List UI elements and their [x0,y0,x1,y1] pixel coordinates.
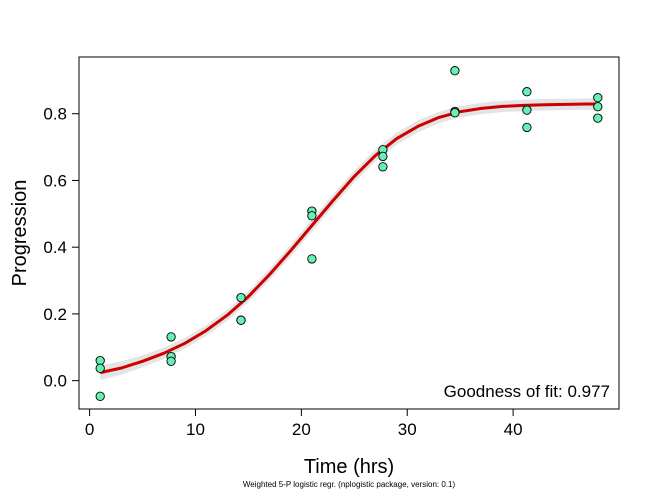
y-tick-label: 0.8 [43,105,67,124]
x-axis: 0 10 20 30 40 [85,408,523,439]
data-point [450,108,460,118]
data-point [236,292,246,303]
data-point [378,162,388,172]
footnote: Weighted 5-P logistic regr. (nplogistic … [243,480,456,489]
data-point [378,151,388,162]
goodness-of-fit-annotation: Goodness of fit: 0.977 [444,382,610,401]
data-point [95,391,105,401]
data-point [593,113,603,123]
y-tick-label: 0.6 [43,171,67,190]
data-point [593,102,603,112]
y-axis: 0.0 0.2 0.4 0.6 0.8 [43,105,80,391]
x-tick-label: 20 [292,420,311,439]
data-point [95,363,105,373]
y-tick-label: 0.4 [43,238,67,257]
x-tick-label: 40 [504,420,523,439]
data-point [95,355,105,366]
x-tick-label: 0 [85,420,94,439]
data-point [166,356,176,366]
data-point [522,87,532,97]
data-point [166,332,176,342]
data-point [522,122,532,133]
data-point [307,211,317,221]
data-points [95,66,603,401]
x-tick-label: 30 [398,420,417,439]
y-tick-label: 0.0 [43,372,67,391]
data-point [593,93,603,103]
data-point [236,315,246,325]
y-axis-label: Progression [9,180,31,287]
x-axis-label: Time (hrs) [304,456,394,478]
data-point [522,105,532,115]
fit-curve [99,102,598,375]
data-point [307,254,317,264]
x-tick-label: 10 [186,420,205,439]
y-tick-label: 0.2 [43,305,67,324]
data-point [450,66,460,76]
